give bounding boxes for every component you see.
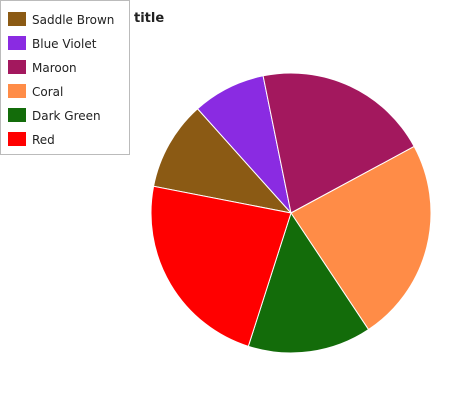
legend-swatch-maroon	[8, 60, 26, 74]
legend-label-maroon: Maroon	[32, 61, 77, 75]
legend-swatch-saddle-brown	[8, 12, 26, 26]
legend-box	[0, 0, 130, 155]
pie-slice-saddle-brown	[152, 108, 293, 214]
legend-swatch-red	[8, 132, 26, 146]
legend-label-dark-green: Dark Green	[32, 109, 101, 123]
legend-label-red: Red	[32, 133, 55, 147]
legend-label-saddle-brown: Saddle Brown	[32, 13, 114, 27]
pie-slice-dark-green	[247, 211, 370, 354]
legend-swatch-coral	[8, 84, 26, 98]
legend-swatch-blue-violet	[8, 36, 26, 50]
legend-label-coral: Coral	[32, 85, 63, 99]
legend: Saddle Brown Blue Violet Maroon Coral Dark G…	[0, 0, 130, 155]
pie-slice-maroon	[262, 72, 415, 214]
pie-slices	[150, 72, 432, 354]
chart-title: title	[134, 11, 164, 26]
pie-slice-coral	[290, 145, 432, 331]
legend-label-blue-violet: Blue Violet	[32, 37, 97, 51]
pie-slice-red	[150, 185, 292, 347]
legend-swatch-dark-green	[8, 108, 26, 122]
